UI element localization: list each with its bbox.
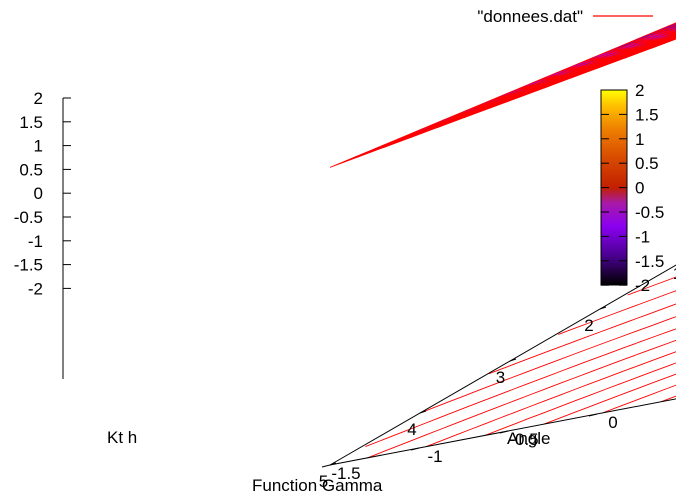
y-axis-label: Angle — [507, 429, 550, 448]
z-tick-label: 2 — [34, 89, 43, 108]
x-tick — [419, 410, 427, 414]
z-tick-label: -1.5 — [14, 256, 43, 275]
contour-line — [419, 316, 676, 414]
y-tick — [499, 430, 509, 434]
x-tick-label: 3 — [496, 368, 505, 387]
z-tick-label: 1.5 — [19, 113, 43, 132]
legend-entry: "donnees.dat" — [477, 7, 583, 26]
z-axis-ticks: 2 1.5 1 0.5 0 -0.5 -1 -1.5 -2 — [14, 89, 71, 298]
y-tick-label: -1.5 — [331, 464, 360, 483]
z-tick-label: 1 — [34, 137, 43, 156]
colorbox-tick-label: -0.5 — [635, 203, 664, 222]
x-axis-line — [329, 264, 676, 466]
contour-line — [484, 362, 676, 436]
contour-line — [488, 303, 676, 375]
colorbox-tick-label: 0 — [635, 179, 644, 198]
surface-quad — [329, 147, 380, 168]
colorbox-tick-label: 2 — [635, 81, 644, 100]
y-tick-label: -0.5 — [509, 430, 538, 449]
colorbox-tick-label: -1 — [635, 227, 650, 246]
colorbox-tick-label: 1 — [635, 130, 644, 149]
x-tick — [509, 358, 517, 362]
contour-projection — [365, 276, 676, 459]
x-tick — [329, 462, 337, 466]
x-tick-label: 1 — [673, 264, 676, 283]
x-tick — [599, 306, 607, 310]
contour-line — [558, 290, 676, 335]
colorbox-tick-label: -2 — [635, 276, 650, 295]
contour-line — [602, 384, 676, 414]
z-tick-label: -1 — [28, 232, 43, 251]
x-tick-label: 2 — [584, 316, 593, 335]
contour-line — [365, 328, 676, 448]
y-tick-label: -1 — [427, 447, 442, 466]
chart-caption: Function Gamma — [252, 476, 383, 495]
x-axis-ticks: 0 1 2 3 4 5 — [319, 264, 676, 491]
x-tick-label: 5 — [319, 472, 328, 491]
colorbox-tick-label: 1.5 — [635, 105, 659, 124]
contour-line — [426, 351, 676, 448]
z-tick-label: -2 — [28, 279, 43, 298]
z-tick-label: -0.5 — [14, 208, 43, 227]
y-tick-label: 0 — [608, 413, 617, 432]
x-axis-label: Kt h — [107, 428, 137, 447]
y-tick — [321, 464, 331, 468]
contour-line — [367, 339, 676, 459]
z-tick-label: 0.5 — [19, 160, 43, 179]
contour-line — [543, 373, 676, 425]
contour-line — [661, 395, 676, 403]
y-tick — [410, 447, 420, 451]
colorbox-tick-label: -1.5 — [635, 252, 664, 271]
z-tick-label: 0 — [34, 184, 43, 203]
y-axis-ticks: -1.5-1-0.500.511.5 — [321, 413, 618, 483]
colorbox-ticks: 2 1.5 1 0.5 0 -0.5 -1 -1.5 -2 — [601, 81, 664, 295]
x-tick-label: 4 — [407, 420, 416, 439]
surface-mesh — [329, 22, 676, 168]
y-tick — [588, 413, 598, 417]
colorbox-tick-label: 0.5 — [635, 154, 659, 173]
